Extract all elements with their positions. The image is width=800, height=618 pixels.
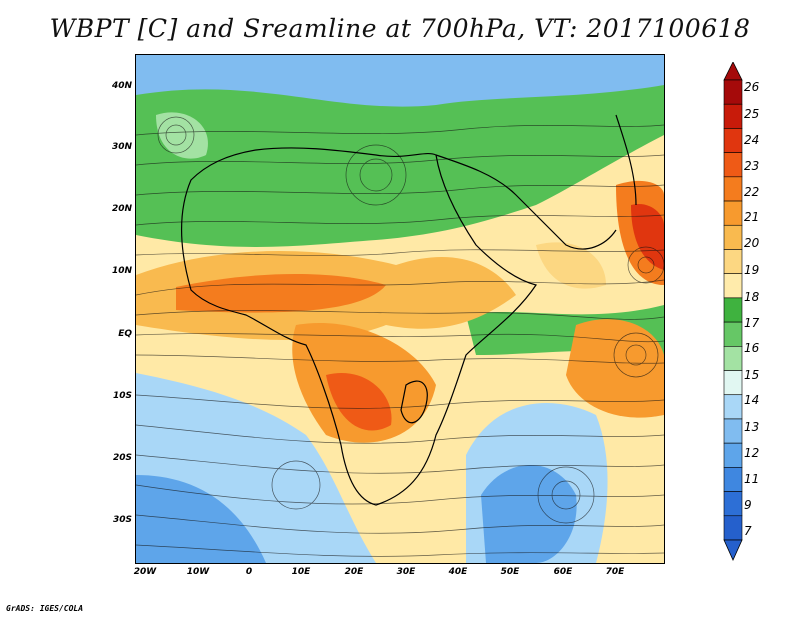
colorbar-label: 11 [744,472,760,486]
colorbar-label: 19 [744,263,760,277]
colorbar-label: 13 [744,420,760,434]
southern-cold-region [136,475,266,563]
colorbar-segment [723,128,743,153]
colorbar-label: 17 [744,316,760,330]
sahel-hot-region [176,273,386,313]
colorbar-label: 22 [744,185,760,199]
northern-green-region [136,55,664,247]
colorbar-segment [723,273,743,299]
colorbar-segment [723,515,743,541]
colorbar-segment [723,152,743,178]
lat-tick-label: 20S [112,453,132,463]
colorbar-segment [723,467,743,492]
grads-credit: GrADS: IGES/COLA [6,604,84,613]
colorbar-segment [723,442,743,468]
colorbar-segment [723,103,743,129]
chart-title: WBPT [C] and Sreamline at 700hPa, VT: 20… [49,14,751,43]
colorbar-label: 9 [744,498,752,512]
lat-tick-label: 40N [111,81,132,91]
lon-tick-label: 20W [133,567,157,577]
colorbar-segment [723,79,743,105]
colorbar-label: 20 [744,236,760,250]
colorbar-label: 12 [744,446,760,460]
lat-tick-label: 30N [111,142,132,152]
lat-tick-label: 10N [111,266,132,276]
horn-mild-region [536,242,606,289]
colorbar-segment [723,346,743,371]
coastlines [180,114,637,506]
arabian-sea-hottest-region [631,204,664,270]
lat-tick-label: 20N [111,204,132,214]
colorbar-max-arrow [723,62,743,81]
lat-tick-label: 10S [112,391,132,401]
colorbar-label: 24 [744,133,760,147]
lon-tick-label: 60E [553,567,573,577]
colorbar-label: 14 [744,393,760,407]
colorbar-label: 25 [744,107,760,121]
lat-tick-label: 30S [112,515,132,525]
arabia-outline [435,154,617,250]
colorbar-segment [723,176,743,202]
colorbar-label: 18 [744,290,760,304]
colorbar-label: 16 [744,341,760,355]
north-atlantic-light-region [156,112,208,159]
colorbar-segment [723,249,743,274]
colorbar-label: 7 [744,524,752,538]
map-frame [135,54,665,564]
colorbar-segment [723,321,743,347]
colorbar-segment [723,394,743,420]
madagascar-outline [400,380,428,424]
indian-ocean-cold-region [481,465,577,563]
colorbar-label: 15 [744,368,760,382]
colorbar-segment [723,224,743,250]
africa-outline [180,147,537,506]
lat-tick-label: EQ [118,329,132,339]
lon-tick-label: 20E [344,567,364,577]
colorbar-label: 23 [744,159,760,173]
indian-ocean-warm-region [566,319,664,418]
lon-tick-label: 40E [448,567,468,577]
colorbar-segment [723,491,743,517]
colorbar [723,62,743,561]
asia-coast [615,114,637,206]
streamlines [136,116,664,557]
northern-cool-region [136,55,664,107]
colorbar-segment [723,297,743,323]
colorbar-label: 21 [744,210,760,224]
colorbar-label: 26 [744,80,760,94]
lon-tick-label: 10E [291,567,311,577]
wbpt-field-map [136,55,664,563]
lon-tick-label: 30E [396,567,416,577]
colorbar-segment [723,200,743,226]
colorbar-min-arrow [723,539,743,561]
colorbar-segment [723,418,743,444]
lon-tick-label: 10W [186,567,210,577]
lon-tick-label: 50E [500,567,520,577]
lon-tick-label: 70E [605,567,625,577]
colorbar-segment [723,370,743,396]
lon-tick-label: 0 [245,567,253,577]
southern-africa-hot-region [326,373,392,431]
